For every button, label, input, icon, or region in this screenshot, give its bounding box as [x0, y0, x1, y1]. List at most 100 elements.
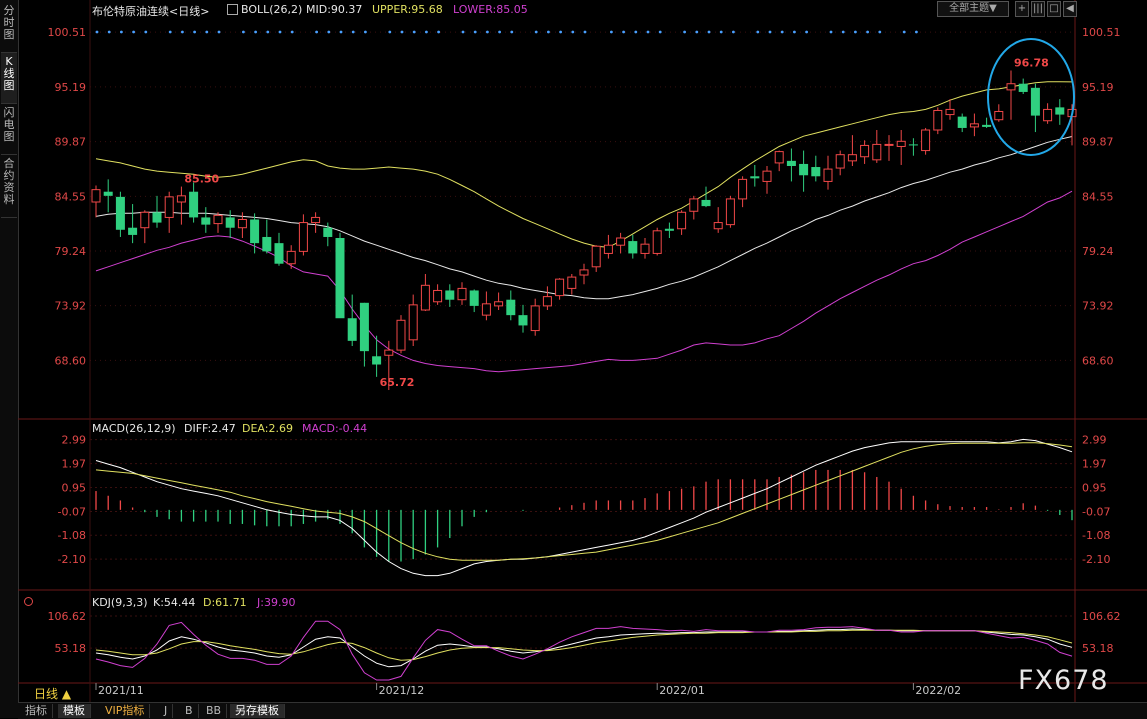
boll-indicator-name: BOLL(26,2) — [241, 3, 303, 16]
macd-indicator-name: MACD(26,12,9) — [92, 422, 176, 435]
macd-value: MACD:-0.44 — [302, 422, 368, 435]
candle-body-up — [555, 278, 565, 297]
candle-body-up — [896, 140, 906, 147]
list-icon[interactable]: ||| — [1031, 1, 1045, 17]
signal-dot — [412, 30, 416, 34]
candle-body-up — [640, 243, 650, 254]
tab-j[interactable]: J — [159, 704, 174, 718]
candle-body-down — [982, 124, 992, 127]
signal-dot — [205, 30, 209, 34]
y-tick-label-right: -2.10 — [1082, 553, 1110, 566]
candle-body-down — [372, 356, 382, 365]
candle-body-down — [445, 290, 455, 300]
kdj-j-value: J:39.90 — [257, 596, 296, 609]
boll-mid-line — [95, 136, 1073, 300]
candle-body-up — [481, 303, 491, 316]
candle-body-down — [469, 290, 479, 306]
boll-upper-line — [95, 81, 1073, 248]
candle-body-down — [701, 199, 711, 207]
signal-dot — [707, 30, 711, 34]
kdj-indicator-name: KDJ(9,3,3) — [92, 596, 148, 609]
period-selector[interactable]: 日线 ▲ — [34, 687, 72, 701]
tab-save-template[interactable]: 另存模板 — [230, 704, 285, 718]
candle-body-up — [91, 189, 101, 203]
zoom-in-icon[interactable]: + — [1015, 1, 1029, 17]
side-tab-timeshare[interactable]: 分时图 — [1, 2, 17, 53]
candle-body-up — [762, 170, 772, 182]
y-tick-label-right: 89.87 — [1082, 136, 1114, 149]
candle-body-up — [652, 230, 662, 254]
signal-dot — [437, 30, 440, 34]
candle-body-down — [335, 238, 345, 319]
signal-dot — [829, 30, 833, 34]
signal-dot — [181, 30, 184, 34]
x-tick-label: 2022/01 — [659, 684, 705, 697]
candle-body-down — [908, 144, 918, 146]
tab-vip-indicators[interactable]: VIP指标 — [100, 704, 151, 718]
theme-dropdown[interactable]: 全部主题▼ — [937, 1, 1009, 17]
candle-body-down — [201, 217, 211, 225]
tab-b[interactable]: B — [180, 704, 199, 718]
y-tick-label-right: 53.18 — [1082, 642, 1114, 655]
highlight-ellipse — [987, 38, 1075, 156]
signal-dot — [266, 30, 270, 34]
candle-body-down — [750, 176, 760, 179]
kdj-d-value: D:61.71 — [203, 596, 247, 609]
tab-templates[interactable]: 模板 — [58, 704, 91, 718]
candle-body-up — [823, 168, 833, 182]
signal-dot — [915, 30, 918, 34]
candle-body-up — [286, 250, 296, 265]
candle-body-up — [457, 287, 467, 301]
candle-body-down — [506, 299, 516, 316]
y-tick-label-right: 0.95 — [1082, 482, 1107, 495]
side-tab-flash[interactable]: 闪电图 — [1, 104, 17, 155]
side-tab-contract-info[interactable]: 合约资料 — [1, 155, 17, 218]
tab-indicators[interactable]: 指标 — [20, 704, 53, 718]
y-tick-label-right: 2.99 — [1082, 434, 1107, 447]
y-tick-label-left: 79.24 — [55, 245, 87, 258]
boll-lower-value: LOWER:85.05 — [453, 3, 528, 16]
signal-dot — [547, 30, 550, 34]
candle-body-up — [603, 244, 613, 254]
signal-dot — [278, 30, 282, 34]
candle-body-down — [103, 191, 113, 196]
signal-dot — [364, 30, 367, 34]
signal-dot — [327, 30, 331, 34]
back-icon[interactable]: ◀ — [1063, 1, 1077, 17]
y-tick-label-right: -1.08 — [1082, 529, 1110, 542]
candle-body-up — [213, 214, 223, 225]
kdj-settings-icon[interactable] — [24, 597, 33, 606]
candle-body-up — [689, 198, 699, 212]
price-annotation: 65.72 — [380, 376, 415, 389]
signal-dot — [854, 30, 857, 34]
kdj-k-value: K:54.44 — [153, 596, 196, 609]
candle-body-down — [811, 167, 821, 177]
indicator-switch-icon[interactable] — [227, 4, 238, 15]
candle-body-up — [433, 289, 443, 303]
candle-body-up — [969, 123, 979, 128]
signal-dot — [634, 30, 638, 34]
candle-body-up — [494, 301, 504, 307]
macd-diff-value: DIFF:2.47 — [184, 422, 236, 435]
fullscreen-icon[interactable]: □ — [1047, 1, 1061, 17]
candle-body-down — [274, 243, 284, 264]
tab-bb[interactable]: BB — [201, 704, 228, 718]
candle-body-down — [250, 219, 260, 244]
candle-body-up — [774, 151, 784, 164]
side-tab-kline[interactable]: K线图 — [1, 53, 17, 104]
candle-body-up — [921, 129, 931, 152]
signal-dot — [290, 30, 294, 34]
candle-body-down — [664, 228, 674, 231]
signal-dot — [768, 30, 772, 34]
signal-dot — [610, 30, 613, 34]
candle-body-down — [225, 217, 235, 228]
macd-diff-line — [95, 438, 1073, 577]
signal-dot — [719, 30, 723, 34]
y-tick-label-right: 1.97 — [1082, 458, 1107, 471]
signal-dot — [646, 30, 650, 34]
signal-dot — [95, 30, 99, 34]
candle-body-down — [359, 302, 369, 352]
signal-dot — [902, 30, 906, 34]
boll-lower-line — [95, 190, 1073, 373]
boll-mid-value: MID:90.37 — [306, 3, 363, 16]
